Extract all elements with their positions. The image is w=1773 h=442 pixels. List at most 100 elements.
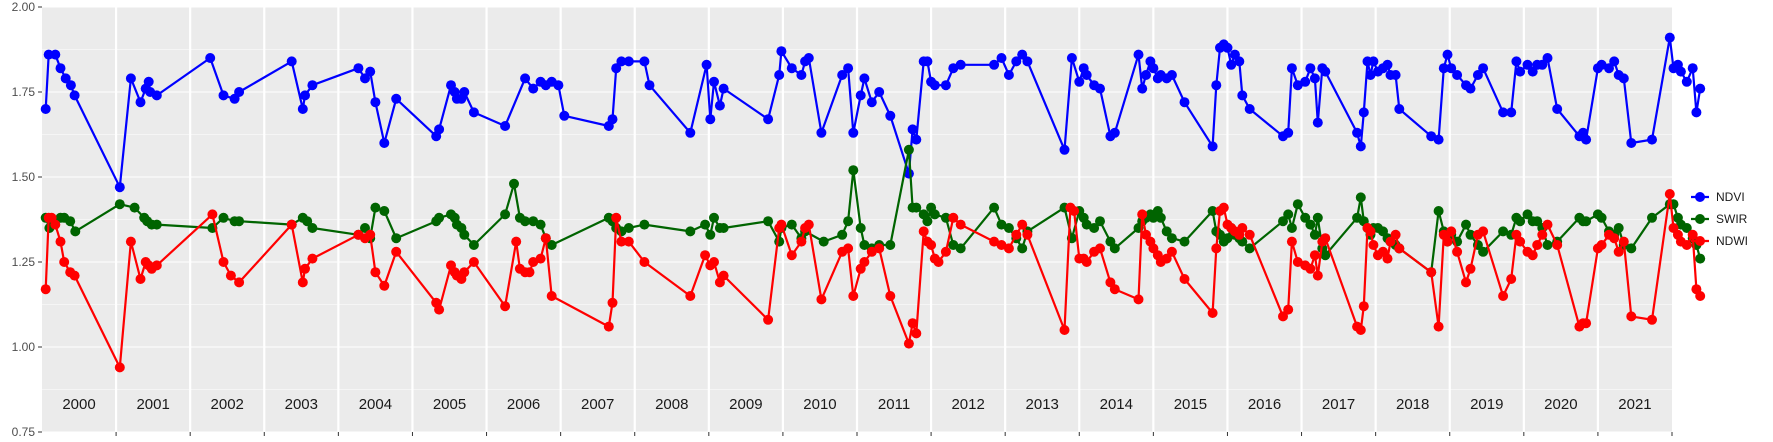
- data-point: [535, 219, 546, 230]
- data-point: [1365, 226, 1376, 237]
- data-point: [459, 229, 470, 240]
- data-point: [353, 63, 364, 74]
- data-point: [885, 110, 896, 121]
- data-point: [911, 328, 922, 339]
- data-point: [866, 97, 877, 108]
- data-point: [776, 219, 787, 230]
- data-point: [468, 257, 479, 267]
- data-point: [307, 223, 318, 233]
- data-point: [1155, 212, 1166, 223]
- data-point: [1604, 63, 1614, 74]
- data-point: [1358, 301, 1369, 312]
- data-point: [918, 226, 929, 237]
- data-point: [786, 250, 797, 261]
- data-point: [125, 73, 136, 84]
- legend-item-swir: SWIR: [1691, 212, 1748, 226]
- data-point: [1283, 304, 1294, 315]
- data-point: [709, 257, 719, 267]
- data-point: [848, 165, 859, 176]
- data-point: [1426, 267, 1437, 278]
- data-point: [69, 90, 80, 101]
- y-tick-label: 1.50: [12, 170, 36, 184]
- data-point: [933, 257, 944, 267]
- data-point: [1695, 253, 1706, 264]
- legend-item-ndvi: NDVI: [1691, 190, 1745, 204]
- data-point: [1537, 229, 1548, 240]
- data-point: [714, 100, 725, 111]
- data-point: [1433, 206, 1444, 216]
- data-point: [379, 206, 390, 216]
- data-point: [300, 90, 310, 101]
- data-point: [907, 318, 918, 329]
- data-point: [1179, 97, 1190, 108]
- data-point: [607, 114, 618, 125]
- data-point: [855, 223, 866, 233]
- data-point: [903, 338, 914, 349]
- data-point: [55, 236, 66, 247]
- data-point: [700, 250, 711, 261]
- data-point: [468, 107, 479, 118]
- data-point: [218, 257, 229, 267]
- data-point: [1609, 233, 1620, 244]
- data-point: [1618, 236, 1629, 247]
- year-label: 2002: [211, 396, 244, 413]
- legend-label: NDWI: [1716, 234, 1748, 248]
- year-label: 2008: [655, 396, 688, 413]
- data-point: [1675, 66, 1686, 77]
- y-tick-label: 2.00: [12, 0, 36, 14]
- data-point: [65, 216, 76, 227]
- data-point: [1542, 240, 1553, 250]
- data-point: [1498, 291, 1509, 301]
- data-point: [1647, 314, 1657, 325]
- data-point: [205, 53, 216, 63]
- data-point: [803, 219, 814, 230]
- data-point: [1613, 246, 1624, 257]
- data-point: [520, 216, 531, 227]
- data-point: [1312, 117, 1323, 128]
- data-point: [709, 212, 719, 223]
- data-point: [1498, 226, 1509, 237]
- data-point: [459, 267, 470, 278]
- data-point: [1515, 236, 1526, 247]
- data-point: [1022, 229, 1033, 240]
- y-tick-label: 1.75: [12, 85, 36, 99]
- data-point: [1446, 63, 1457, 74]
- legend-label: SWIR: [1716, 212, 1748, 226]
- data-point: [996, 53, 1007, 63]
- data-point: [843, 243, 854, 254]
- data-point: [922, 216, 933, 227]
- data-point: [1465, 83, 1476, 94]
- data-point: [1382, 59, 1393, 70]
- series-ndwi: [40, 189, 1706, 373]
- data-point: [685, 127, 696, 138]
- data-point: [1664, 32, 1675, 43]
- data-point: [1283, 127, 1294, 138]
- data-point: [1017, 49, 1028, 60]
- data-point: [1133, 294, 1144, 305]
- data-point: [234, 87, 245, 97]
- data-point: [907, 124, 918, 135]
- legend-label: NDVI: [1716, 190, 1745, 204]
- data-point: [837, 70, 848, 80]
- data-point: [859, 257, 870, 267]
- data-point: [1433, 134, 1444, 145]
- data-point: [1161, 253, 1172, 264]
- data-point: [135, 97, 146, 108]
- data-point: [1511, 56, 1522, 67]
- data-point: [940, 246, 951, 257]
- data-point: [1542, 53, 1553, 63]
- data-point: [1066, 53, 1077, 63]
- data-point: [1095, 243, 1105, 254]
- data-point: [1237, 90, 1248, 101]
- data-point: [1368, 240, 1379, 250]
- data-point: [1207, 206, 1218, 216]
- data-point: [1552, 104, 1563, 114]
- data-point: [1003, 70, 1014, 80]
- year-label: 2000: [62, 396, 95, 413]
- year-label: 2012: [951, 396, 984, 413]
- data-point: [718, 270, 729, 281]
- data-point: [774, 236, 785, 247]
- data-point: [705, 114, 716, 125]
- data-point: [297, 277, 308, 288]
- data-point: [559, 110, 570, 121]
